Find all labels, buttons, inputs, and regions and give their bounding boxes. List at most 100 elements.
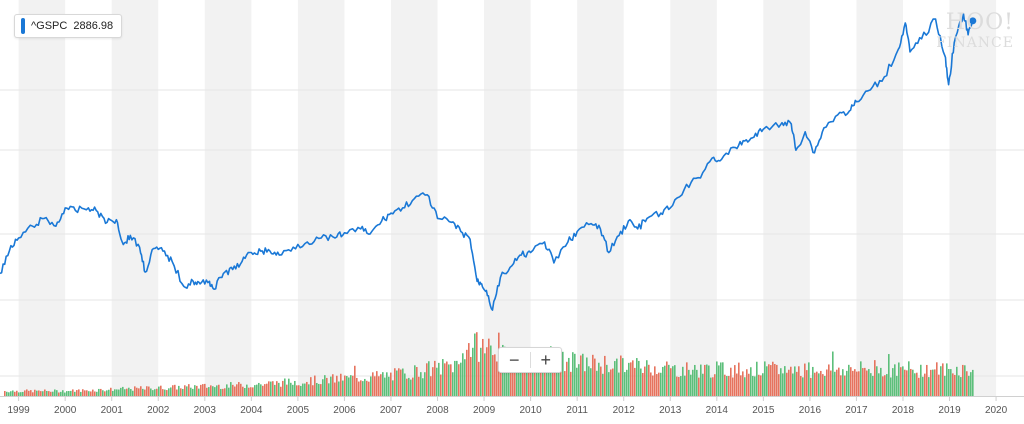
volume-bar [696, 369, 698, 396]
volume-bar [840, 375, 842, 396]
volume-bar [362, 381, 364, 396]
volume-bar [926, 364, 928, 396]
volume-bar [576, 367, 578, 396]
x-tick-label: 2016 [799, 405, 822, 416]
volume-bar [76, 390, 78, 396]
volume-bar [744, 377, 746, 396]
volume-bar [954, 374, 956, 396]
volume-bar [830, 370, 832, 396]
x-tick-label: 2008 [426, 405, 449, 416]
legend-swatch [21, 18, 25, 34]
volume-bar [230, 382, 232, 396]
volume-bar [822, 374, 824, 396]
volume-bar [466, 349, 468, 396]
volume-bar [270, 381, 272, 396]
volume-bar [832, 351, 834, 396]
volume-bar [110, 387, 112, 396]
volume-bar [156, 388, 158, 396]
volume-bar [72, 389, 74, 396]
volume-bar [666, 361, 668, 396]
volume-bar [650, 372, 652, 396]
volume-bar [290, 382, 292, 396]
volume-bar [454, 360, 456, 396]
volume-bar [836, 369, 838, 396]
volume-bar [322, 379, 324, 396]
volume-bar [346, 375, 348, 396]
volume-bar [732, 377, 734, 396]
volume-bar [96, 391, 98, 396]
volume-bar [152, 390, 154, 396]
volume-bar [358, 381, 360, 396]
volume-bar [870, 373, 872, 396]
volume-bar [726, 376, 728, 396]
volume-bar [730, 367, 732, 396]
volume-bar [312, 385, 314, 396]
volume-bar [718, 365, 720, 396]
x-tick-label: 2009 [473, 405, 496, 416]
volume-bar [698, 377, 700, 396]
volume-bar [946, 363, 948, 396]
volume-bar [128, 387, 130, 396]
x-tick-label: 2010 [519, 405, 542, 416]
volume-bar [38, 390, 40, 396]
x-tick-label: 2019 [938, 405, 961, 416]
volume-bar [348, 377, 350, 396]
zoom-out-button[interactable]: − [508, 349, 520, 370]
volume-bar [158, 386, 160, 396]
volume-bar [622, 358, 624, 396]
volume-bar [180, 388, 182, 396]
volume-bar [940, 366, 942, 396]
volume-bar [688, 369, 690, 396]
volume-bar [790, 366, 792, 396]
volume-bar [868, 369, 870, 396]
volume-bar [814, 372, 816, 396]
volume-bar [706, 364, 708, 396]
volume-bar [332, 374, 334, 396]
x-tick-label: 2003 [194, 405, 217, 416]
volume-bar [282, 380, 284, 396]
volume-bar [412, 377, 414, 396]
volume-bar [252, 387, 254, 396]
volume-bar [68, 391, 70, 396]
volume-bar [56, 390, 58, 396]
volume-bar [716, 361, 718, 396]
volume-bar [50, 391, 52, 396]
volume-bar [838, 367, 840, 396]
volume-bar [260, 384, 262, 396]
volume-bar [444, 363, 446, 396]
volume-bar [598, 362, 600, 396]
volume-bar [378, 376, 380, 396]
zoom-in-button[interactable]: + [540, 349, 551, 370]
volume-bar [658, 372, 660, 396]
volume-bar [526, 353, 528, 396]
volume-bar [306, 381, 308, 396]
volume-bar [962, 364, 964, 396]
volume-bar [936, 362, 938, 396]
volume-bar [562, 351, 564, 396]
volume-bar [904, 369, 906, 396]
volume-bar [464, 359, 466, 396]
volume-bar [558, 370, 560, 396]
volume-bar [648, 364, 650, 396]
volume-bar [118, 389, 120, 396]
volume-bar [190, 387, 192, 396]
volume-bar [310, 377, 312, 396]
volume-bar [880, 367, 882, 396]
zoom-control[interactable]: − + [498, 347, 562, 373]
volume-bar [278, 382, 280, 396]
legend[interactable]: ^GSPC 2886.98 [14, 14, 123, 38]
volume-bar [176, 389, 178, 396]
volume-bar [506, 352, 508, 396]
volume-bar [796, 371, 798, 396]
volume-bar [490, 345, 492, 396]
volume-bar [428, 361, 430, 396]
volume-bar [394, 368, 396, 396]
volume-bar [386, 372, 388, 396]
volume-bar [462, 353, 464, 396]
volume-bar [236, 384, 238, 396]
volume-bar [430, 376, 432, 396]
volume-bar [124, 389, 126, 396]
volume-bar [676, 376, 678, 396]
